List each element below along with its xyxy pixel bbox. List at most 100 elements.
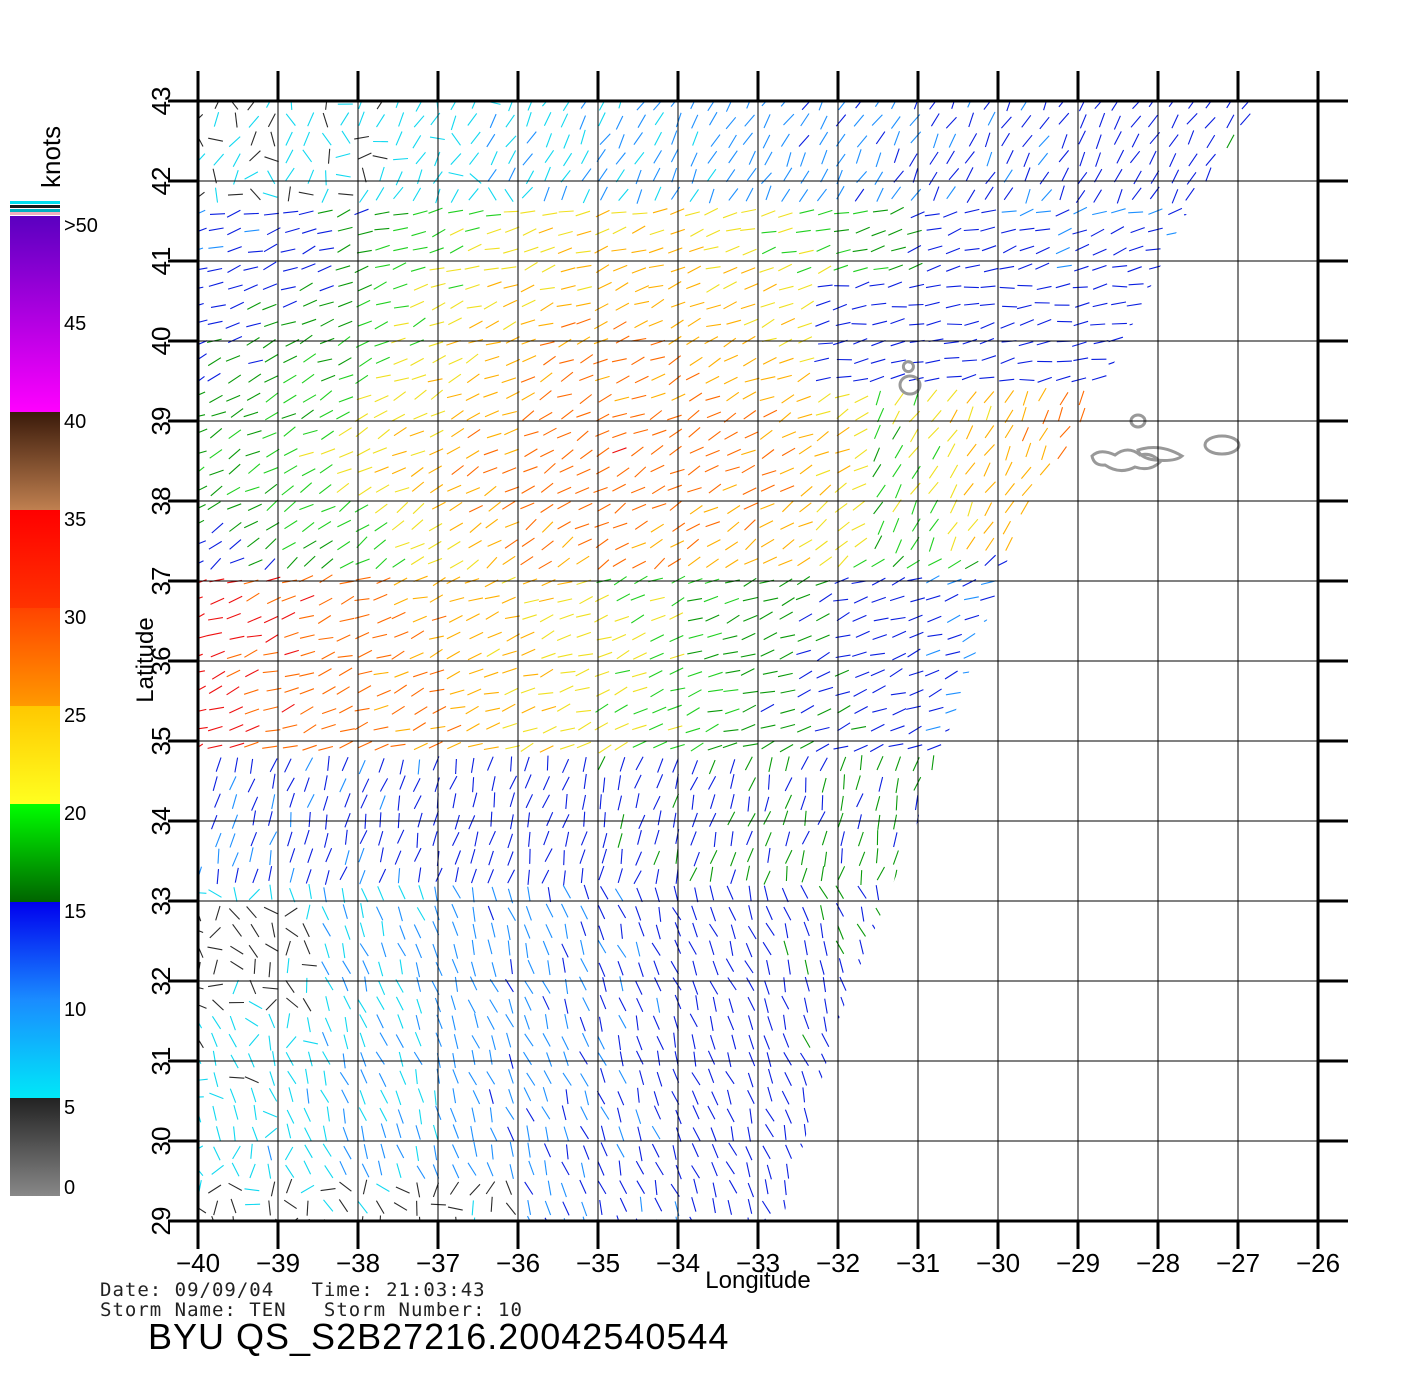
wind-vector bbox=[409, 430, 425, 437]
wind-vector bbox=[465, 353, 479, 364]
wind-vector bbox=[1185, 187, 1195, 201]
wind-vector bbox=[853, 465, 869, 472]
wind-vector bbox=[560, 267, 576, 273]
wind-vector bbox=[962, 359, 978, 362]
wind-vector bbox=[760, 302, 776, 308]
wind-vector bbox=[855, 1017, 863, 1032]
wind-vector bbox=[823, 941, 828, 956]
wind-vector bbox=[325, 996, 330, 1012]
wind-vector bbox=[852, 483, 867, 491]
wind-vector bbox=[945, 724, 960, 732]
wind-vector bbox=[1054, 633, 1070, 642]
wind-vector bbox=[928, 558, 942, 566]
wind-vector bbox=[337, 244, 351, 253]
wind-vector bbox=[932, 1201, 939, 1216]
wind-vector bbox=[1207, 996, 1216, 1011]
wind-vector bbox=[1021, 757, 1030, 772]
wind-vector bbox=[450, 995, 457, 1011]
wind-vector bbox=[357, 152, 372, 160]
wind-vector bbox=[1035, 246, 1050, 255]
wind-vector bbox=[1169, 1126, 1178, 1140]
wind-vector bbox=[344, 1017, 349, 1032]
wind-vector bbox=[1114, 905, 1122, 921]
wind-vector bbox=[949, 885, 959, 899]
wind-vector bbox=[1039, 1127, 1045, 1143]
wind-vector bbox=[1044, 758, 1048, 774]
wind-vector bbox=[264, 321, 279, 328]
wind-vector bbox=[579, 1016, 586, 1032]
wind-vector bbox=[803, 1160, 809, 1176]
wind-vector bbox=[1243, 540, 1253, 553]
wind-vector bbox=[1038, 135, 1050, 148]
wind-vector bbox=[289, 867, 295, 883]
wind-vector bbox=[1223, 519, 1230, 534]
wind-vector bbox=[1225, 646, 1229, 662]
wind-vector bbox=[1222, 388, 1233, 402]
wind-vector bbox=[909, 631, 924, 639]
wind-vector bbox=[944, 593, 959, 602]
wind-vector bbox=[741, 464, 756, 474]
wind-vector bbox=[487, 187, 497, 201]
wind-vector bbox=[282, 745, 298, 749]
wind-vector bbox=[1054, 615, 1068, 625]
wind-vector bbox=[416, 832, 419, 848]
wind-vector bbox=[596, 636, 612, 641]
wind-vector bbox=[379, 166, 385, 182]
wind-vector bbox=[929, 518, 939, 532]
wind-vector bbox=[446, 446, 461, 455]
wind-vector bbox=[249, 979, 257, 995]
wind-vector bbox=[471, 939, 475, 955]
wind-vector bbox=[1130, 979, 1139, 994]
wind-vector bbox=[761, 318, 775, 328]
wind-vector bbox=[487, 905, 495, 921]
wind-vector bbox=[302, 429, 318, 435]
wind-vector bbox=[1061, 1126, 1068, 1141]
wind-vector bbox=[321, 505, 336, 513]
wind-vector bbox=[300, 482, 313, 494]
wind-vector bbox=[490, 1127, 498, 1142]
wind-vector bbox=[580, 939, 585, 955]
wind-vector bbox=[231, 852, 239, 867]
wind-vector bbox=[576, 411, 591, 418]
wind-vector bbox=[483, 391, 498, 398]
wind-vector bbox=[649, 410, 663, 421]
wind-vector bbox=[1021, 904, 1028, 920]
wind-vector bbox=[1136, 997, 1142, 1013]
wind-vector bbox=[1093, 482, 1102, 497]
wind-vector bbox=[245, 725, 260, 733]
wind-vector bbox=[521, 537, 535, 547]
wind-vector bbox=[1222, 685, 1235, 696]
wind-vector bbox=[1000, 581, 1016, 585]
wind-vector bbox=[575, 302, 591, 307]
wind-vector bbox=[393, 426, 407, 437]
wind-vector bbox=[501, 377, 517, 384]
wind-vector bbox=[912, 907, 919, 922]
wind-vector bbox=[871, 558, 885, 568]
wind-vector bbox=[397, 906, 403, 922]
wind-vector bbox=[594, 521, 609, 528]
wind-vector bbox=[323, 1070, 327, 1086]
wind-vector bbox=[1244, 1050, 1251, 1066]
wind-vector bbox=[483, 467, 498, 474]
wind-vector bbox=[1129, 150, 1141, 164]
wind-vector bbox=[1129, 615, 1144, 623]
wind-vector bbox=[543, 830, 550, 846]
x-tick-label: −27 bbox=[1216, 1248, 1260, 1278]
wind-vector bbox=[894, 484, 902, 499]
wind-vector bbox=[1092, 283, 1108, 290]
wind-vector bbox=[390, 743, 406, 747]
wind-vector bbox=[800, 170, 810, 184]
wind-vector bbox=[950, 831, 958, 846]
wind-vector bbox=[1118, 1089, 1122, 1105]
wind-vector bbox=[1207, 961, 1215, 976]
wind-vector bbox=[544, 166, 551, 182]
wind-vector bbox=[525, 1108, 535, 1122]
wind-vector bbox=[612, 483, 626, 492]
wind-vector bbox=[520, 502, 535, 510]
wind-vector bbox=[897, 959, 902, 975]
wind-vector bbox=[638, 814, 646, 830]
wind-vector bbox=[198, 743, 204, 753]
wind-vector bbox=[1061, 814, 1064, 831]
colorbar-tick-label: 35 bbox=[64, 509, 86, 531]
wind-vector bbox=[248, 359, 264, 365]
